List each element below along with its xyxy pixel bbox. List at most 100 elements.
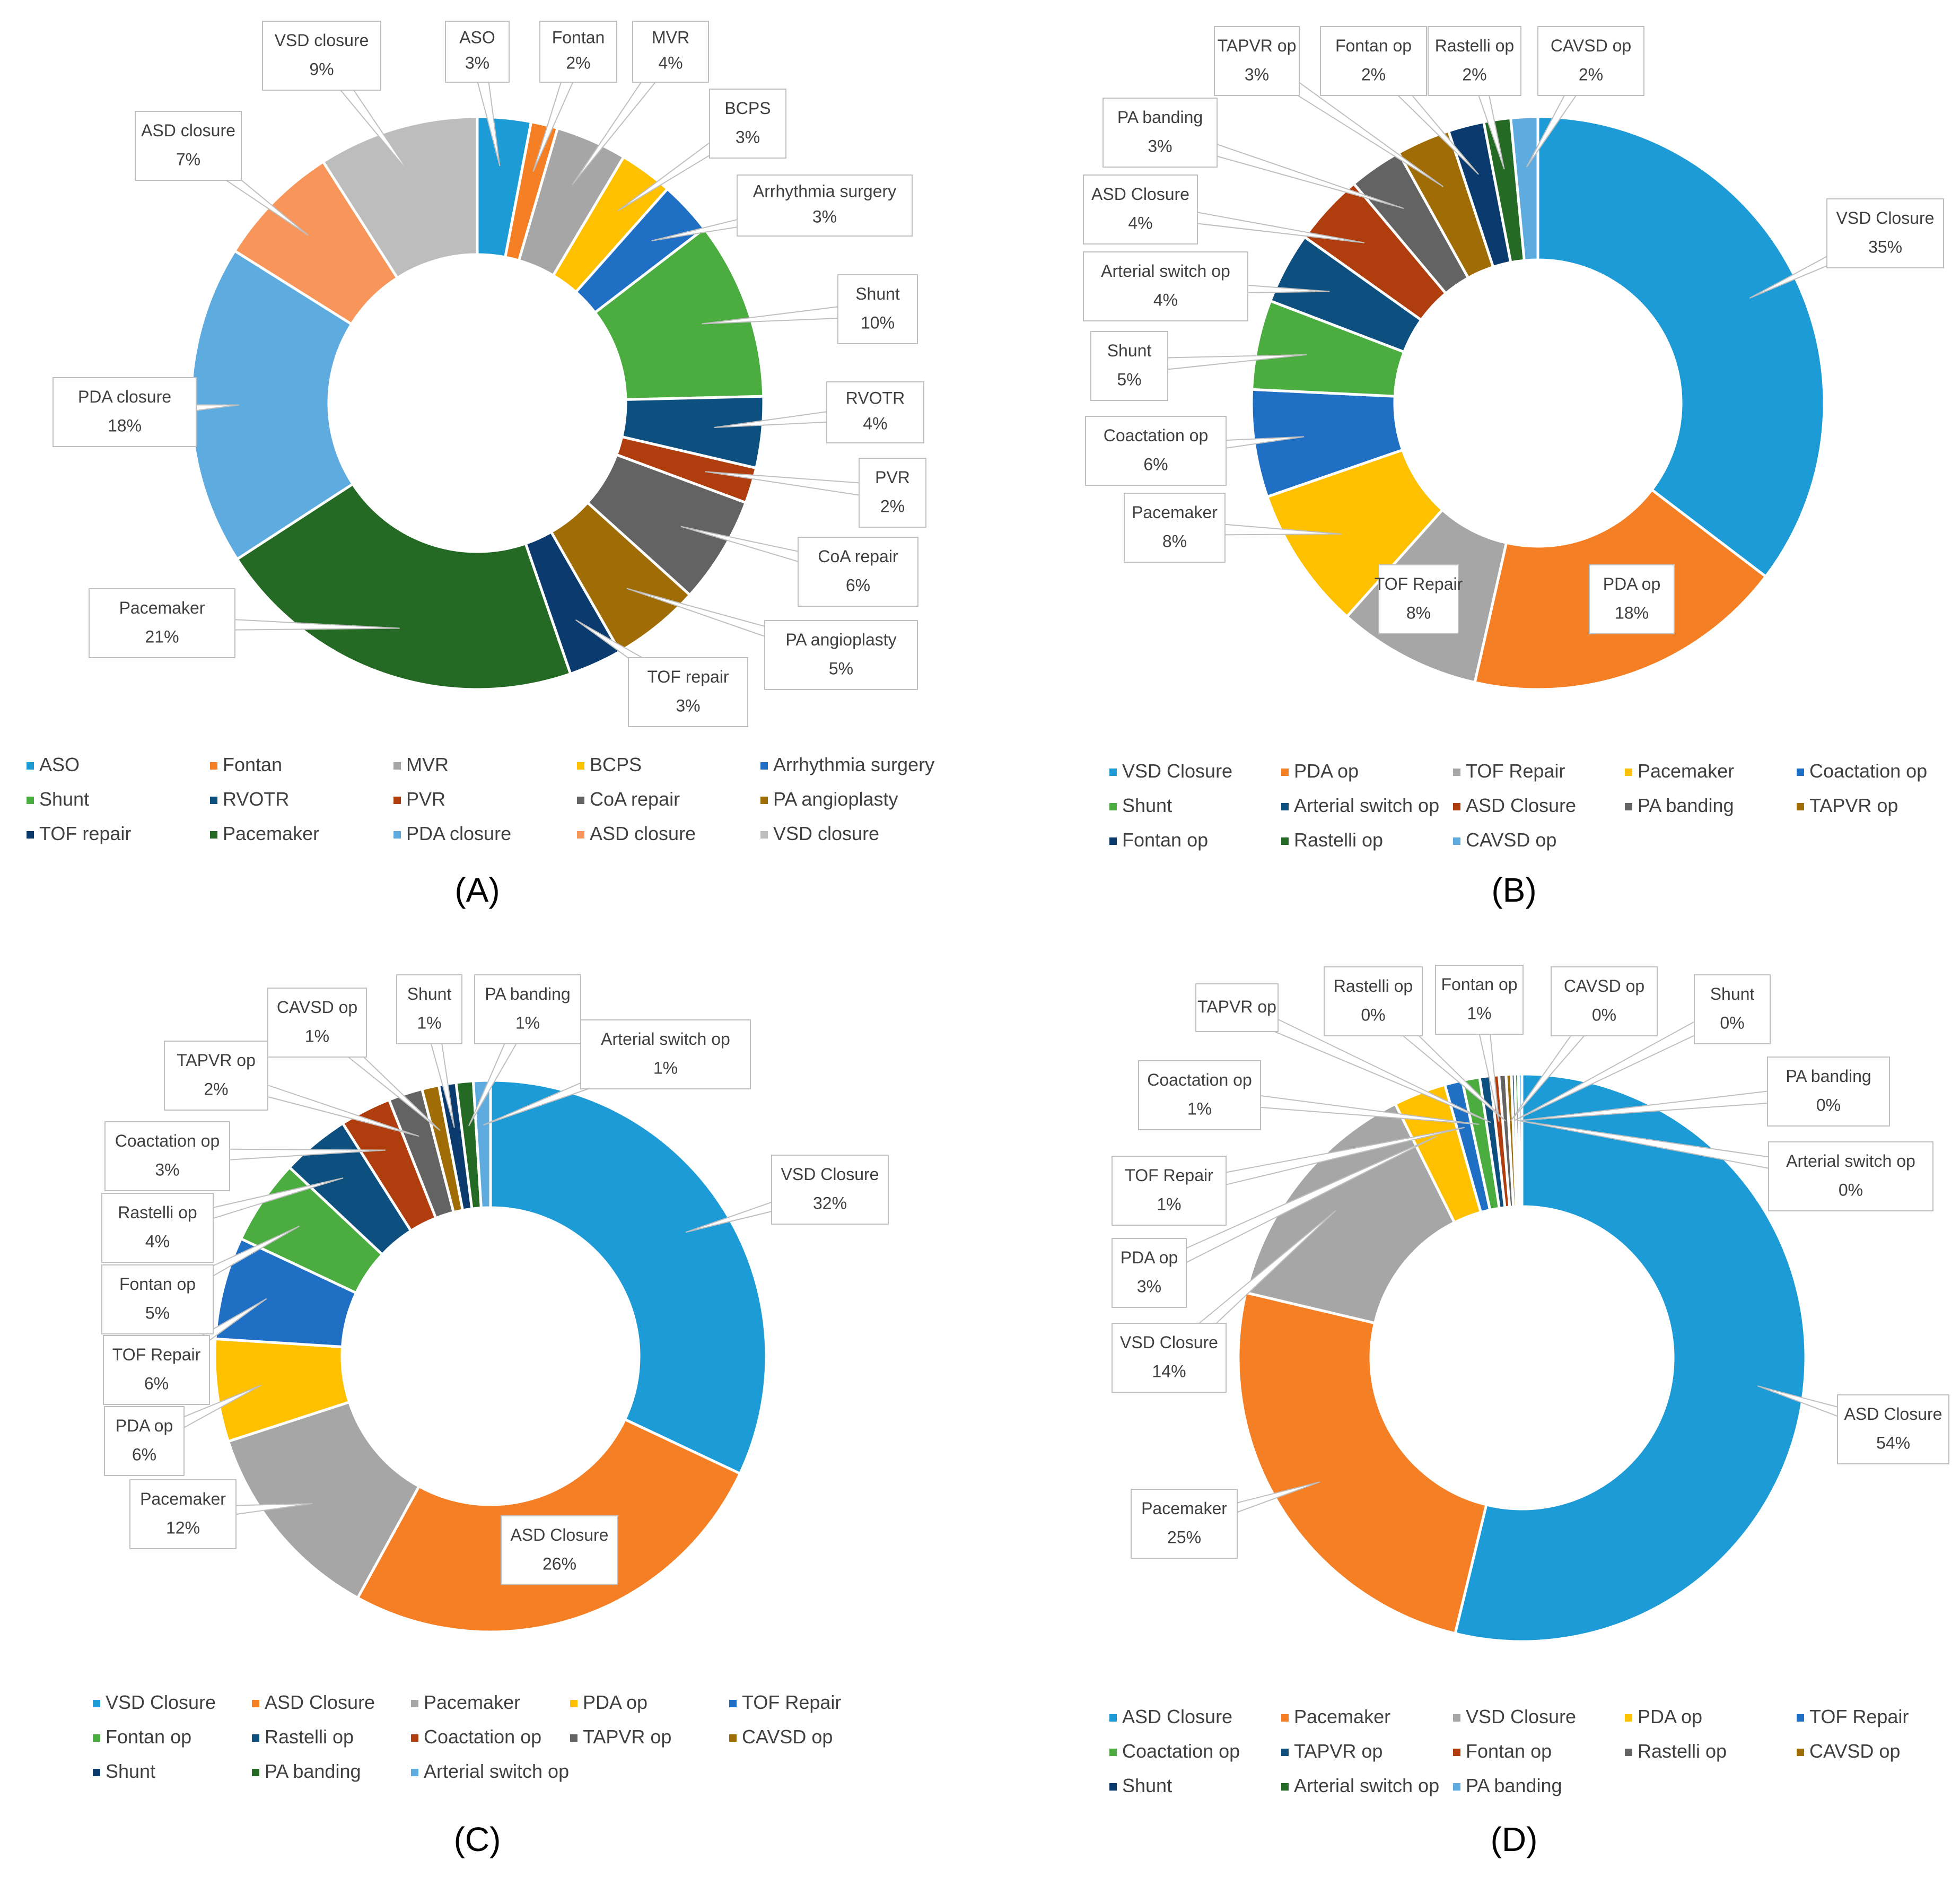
callout-box	[1826, 198, 1944, 268]
callout-box	[164, 1041, 268, 1111]
legend-item-arterial-switch-op: Arterial switch op	[411, 1760, 569, 1782]
legend-item-coactation-op: Coactation op	[411, 1726, 541, 1748]
data-label: 0%	[1816, 1095, 1841, 1114]
callout-rastelli-op: Rastelli op 4%	[101, 1193, 214, 1263]
legend-swatch	[93, 1734, 100, 1742]
legend-swatch	[1109, 769, 1117, 776]
callout-name: PDA op	[116, 1416, 173, 1435]
legend-swatch	[570, 1734, 578, 1742]
callout-box	[826, 381, 924, 443]
callout-name: Shunt	[855, 284, 900, 303]
callout-name: PVR	[875, 468, 910, 487]
callout-box	[101, 1264, 214, 1334]
legend-item-pa-banding: PA banding	[1625, 795, 1734, 816]
callout-name: ASD Closure	[1091, 185, 1189, 204]
legend-swatch	[393, 797, 401, 804]
callout-name: ASD closure	[141, 121, 235, 140]
callout-box	[1537, 26, 1644, 96]
callout-name: VSD Closure	[781, 1165, 879, 1184]
legend-label: PA banding	[265, 1760, 361, 1782]
data-label: 14%	[1152, 1361, 1186, 1381]
data-label: 5%	[1117, 370, 1141, 389]
callout-name: PDA closure	[78, 387, 171, 406]
callout-name: TAPVR op	[1197, 997, 1276, 1016]
callout-name: VSD closure	[275, 31, 369, 50]
callout-box	[1112, 1156, 1227, 1226]
legend-swatch	[393, 762, 401, 770]
panel-label: (A)	[454, 871, 500, 909]
panel-label: (D)	[1491, 1820, 1538, 1858]
callout-box	[1083, 251, 1248, 321]
legend-item-pa-banding: PA banding	[1453, 1775, 1562, 1796]
legend-swatch	[1281, 1749, 1289, 1756]
callout-box	[628, 657, 748, 727]
callout-name: ASD Closure	[1844, 1404, 1942, 1424]
legend-swatch	[729, 1734, 737, 1742]
slice-vsd-closure	[1244, 1102, 1457, 1325]
legend-label: PVR	[406, 788, 445, 810]
legend-item-cavsd-op: CAVSD op	[1797, 1740, 1900, 1762]
data-label: 10%	[861, 313, 895, 332]
data-label: 1%	[1467, 1003, 1491, 1023]
callout-box	[1428, 26, 1521, 96]
callout-shunt: Shunt 0%	[1694, 974, 1771, 1044]
data-label: 0%	[1592, 1005, 1616, 1024]
callout-box	[1694, 974, 1771, 1044]
callout-rastelli-op: Rastelli op 2%	[1428, 26, 1521, 96]
callout-name: Fontan	[552, 28, 605, 47]
slice-pda-closure	[189, 249, 355, 561]
callout-tof-repair: TOF repair 3%	[628, 657, 748, 727]
legend-swatch	[27, 797, 34, 804]
data-label: 6%	[846, 575, 870, 595]
callout-box	[837, 274, 918, 344]
legend-label: Coactation op	[1809, 760, 1927, 782]
legend-label: VSD Closure	[1122, 760, 1232, 782]
callout-name: Arrhythmia surgery	[753, 181, 896, 200]
legend-label: Rastelli op	[265, 1726, 354, 1748]
data-label: 1%	[515, 1013, 540, 1032]
callout-box	[129, 1479, 237, 1549]
data-label: 9%	[309, 59, 334, 78]
callout-pacemaker: Pacemaker 25%	[1131, 1489, 1238, 1559]
legend-swatch	[1453, 1749, 1460, 1756]
callout-name: CAVSD op	[1551, 36, 1631, 55]
legend-label: TOF repair	[39, 823, 131, 844]
legend: VSD Closure ASD Closure Pacemaker PDA op TOF…	[93, 1691, 841, 1782]
legend-label: ASD closure	[590, 823, 696, 844]
legend-item-vsd-closure: VSD Closure	[1109, 760, 1232, 782]
callout-name: RVOTR	[846, 388, 905, 407]
legend-label: Coactation op	[424, 1726, 541, 1748]
legend-item-pacemaker: Pacemaker	[1625, 760, 1734, 782]
callout-box	[267, 988, 367, 1058]
legend-swatch	[1797, 1714, 1804, 1722]
legend-item-asd-closure: ASD closure	[577, 823, 696, 844]
data-label: 2%	[204, 1079, 228, 1098]
data-label: 54%	[1876, 1433, 1910, 1452]
callout-name: Shunt	[407, 984, 452, 1003]
slice-asd-closure	[1453, 1072, 1807, 1643]
legend-item-rvotr: RVOTR	[210, 788, 289, 810]
panel-label: (B)	[1491, 871, 1536, 909]
callout-cavsd-op: CAVSD op 2%	[1537, 26, 1644, 96]
callout-name: Rastelli op	[1334, 976, 1413, 996]
legend-label: Fontan	[223, 754, 282, 775]
callout-arterial-switch-op: Arterial switch op 4%	[1083, 251, 1248, 321]
callout-vsd-closure: VSD Closure 32%	[771, 1155, 889, 1225]
slice-shunt	[593, 226, 765, 401]
callout-shunt: Shunt 1%	[396, 974, 462, 1044]
legend-label: CAVSD op	[742, 1726, 833, 1748]
legend-label: PDA op	[583, 1691, 648, 1713]
data-label: 35%	[1868, 237, 1902, 256]
data-label: 3%	[1148, 136, 1172, 155]
callout-box	[445, 21, 510, 83]
legend-swatch	[577, 831, 584, 839]
legend-item-tapvr-op: TAPVR op	[1797, 795, 1898, 816]
legend-item-pda-op: PDA op	[570, 1691, 648, 1713]
panel-label: (C)	[454, 1820, 501, 1858]
callout-box	[632, 21, 709, 83]
legend-swatch	[1281, 1714, 1289, 1722]
callout-name: BCPS	[724, 99, 771, 118]
legend-label: Pacemaker	[424, 1691, 520, 1713]
data-label: 3%	[676, 696, 700, 715]
legend-label: TAPVR op	[583, 1726, 671, 1748]
